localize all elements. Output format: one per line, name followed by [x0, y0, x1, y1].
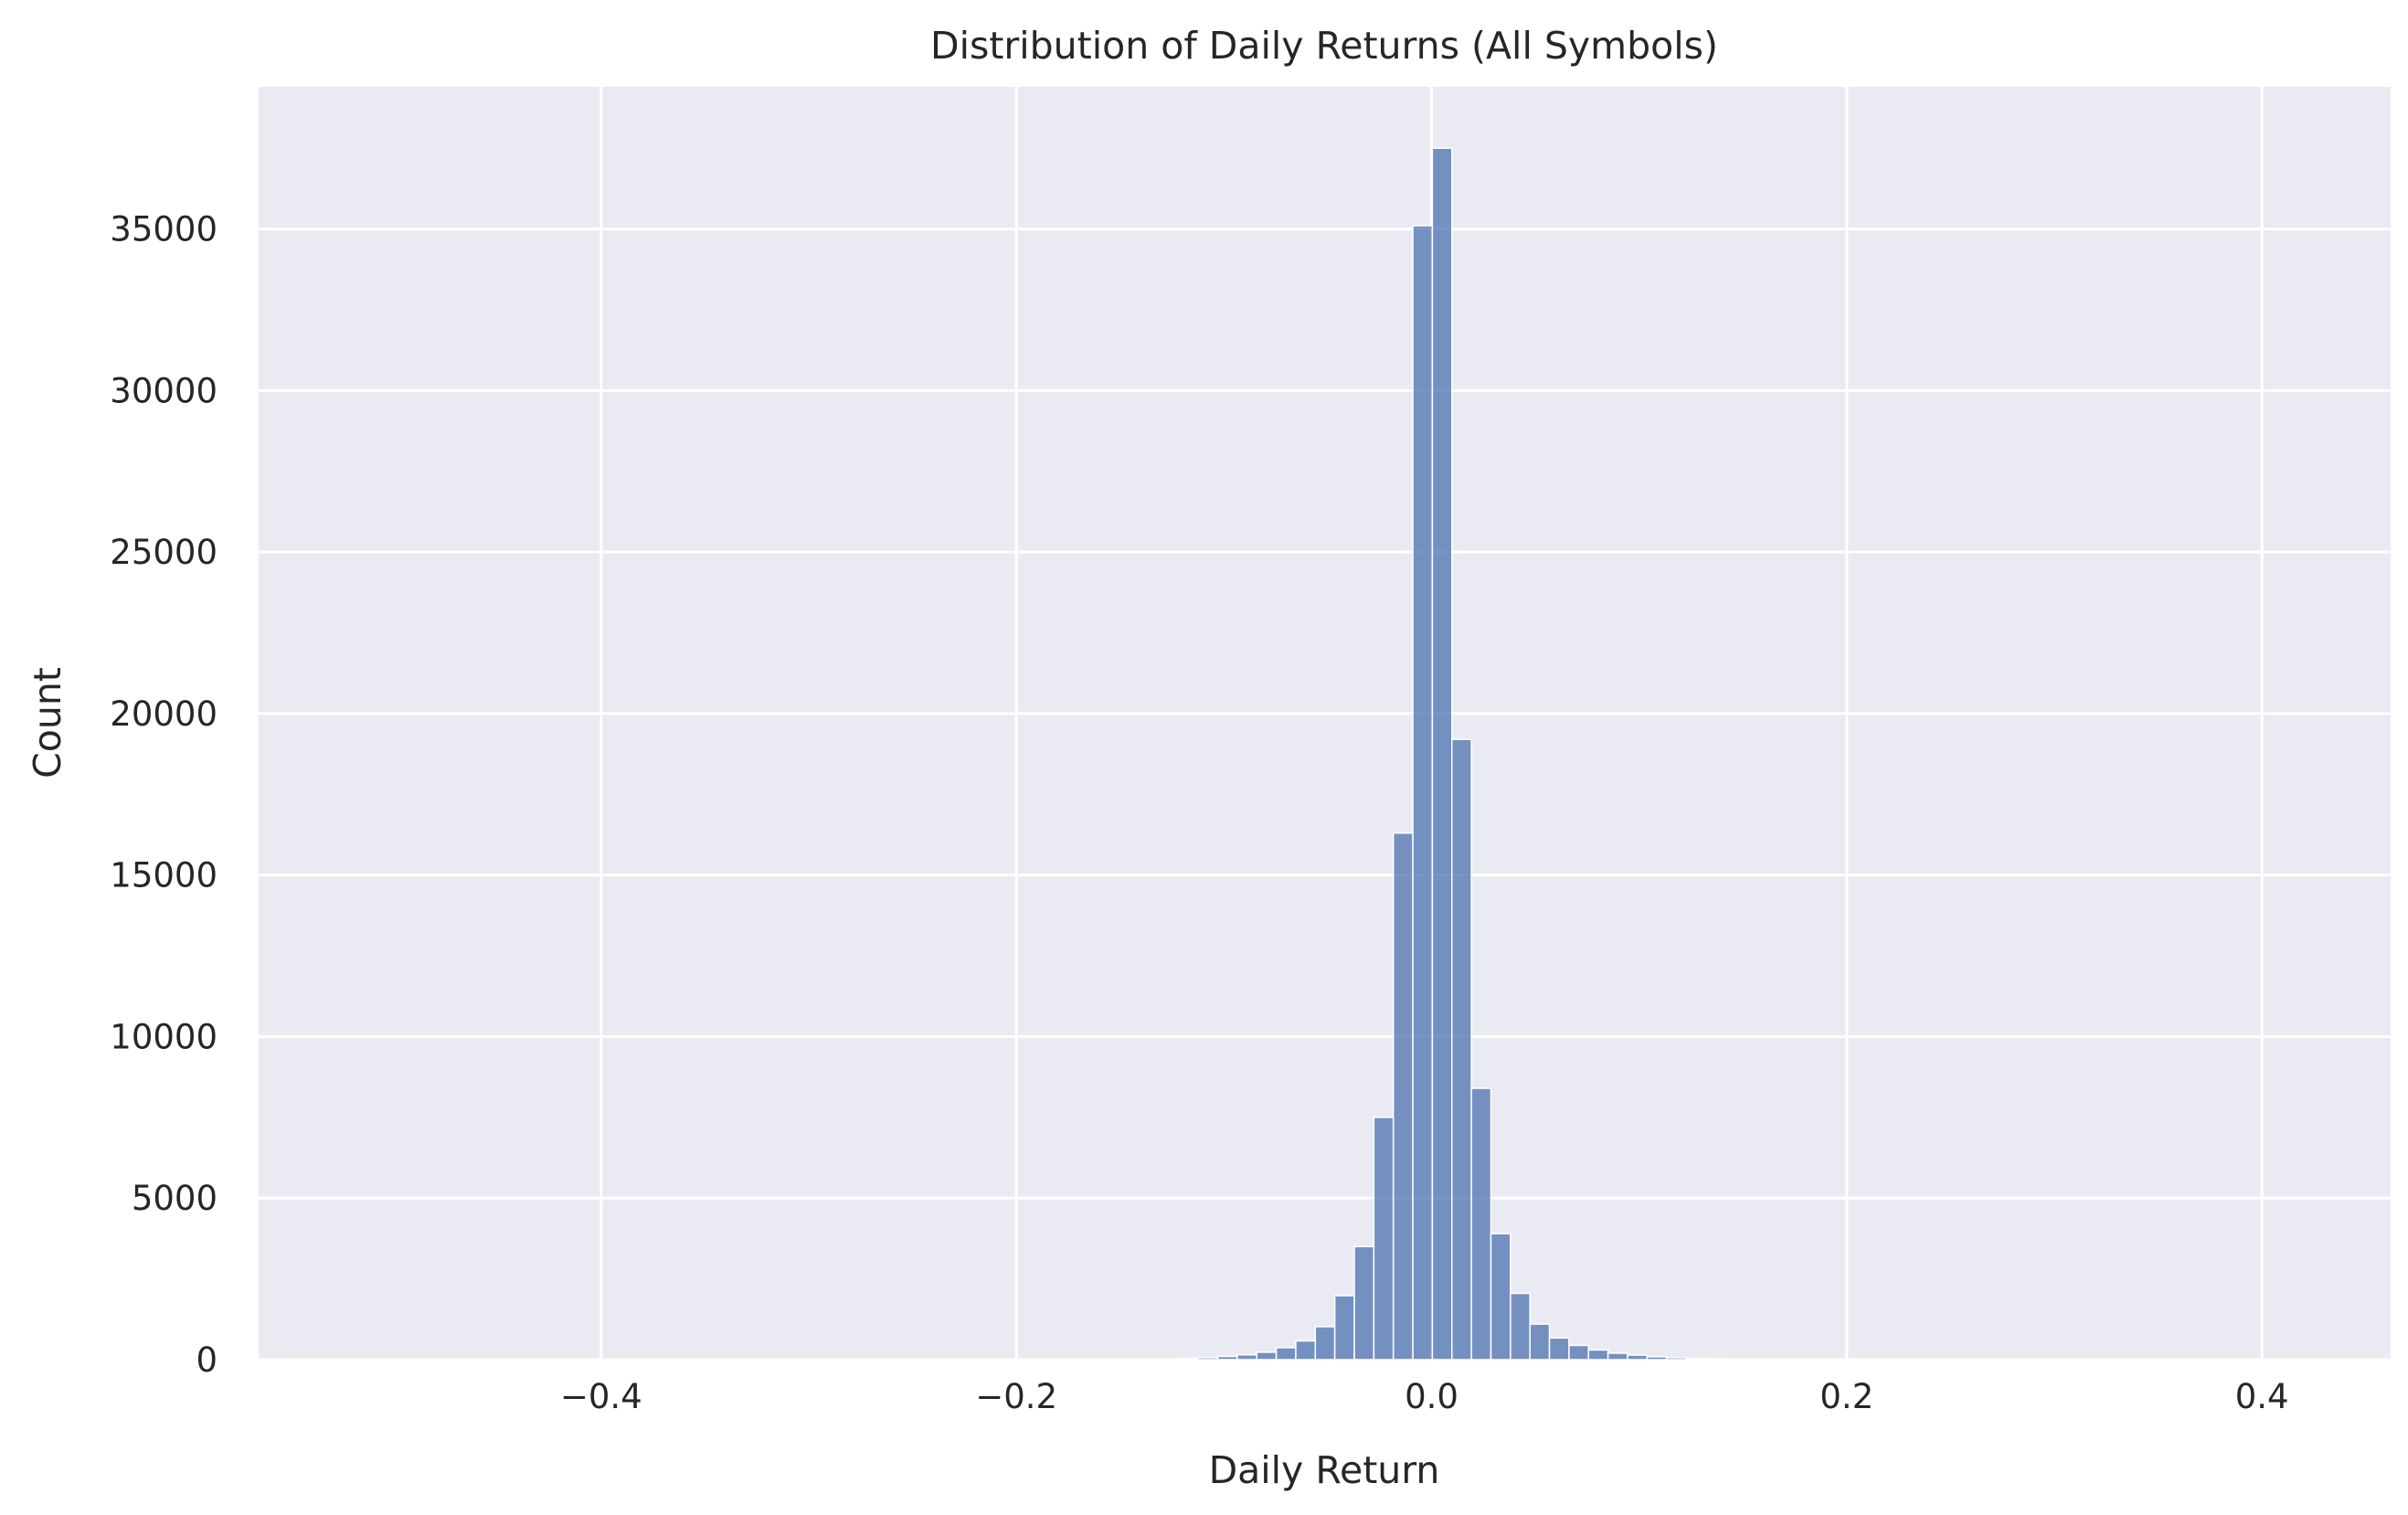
- histogram-bar: [1568, 1344, 1589, 1361]
- x-tick-label: 0.2: [1819, 1377, 1873, 1416]
- histogram-bar: [1197, 1357, 1219, 1361]
- histogram-bar: [1236, 1353, 1257, 1361]
- histogram-bar: [1295, 1340, 1317, 1361]
- histogram-bar: [1451, 738, 1472, 1361]
- histogram-bar: [1216, 1355, 1238, 1361]
- histogram-bar: [1275, 1347, 1297, 1361]
- histogram-bar: [1607, 1352, 1628, 1361]
- x-tick-labels: −0.4 −0.2 0.0 0.2 0.4: [560, 1377, 2289, 1416]
- histogram-bar: [1373, 1117, 1395, 1361]
- y-tick-label: 0: [196, 1340, 217, 1380]
- y-tick-label: 15000: [110, 856, 217, 895]
- histogram-bar: [1646, 1356, 1668, 1361]
- x-axis-label: Daily Return: [1209, 1448, 1440, 1492]
- histogram-bar: [1333, 1295, 1355, 1361]
- histogram-bar: [1529, 1323, 1551, 1361]
- histogram-bar: [1510, 1292, 1531, 1361]
- histogram-bar: [1587, 1349, 1609, 1361]
- histogram-bar: [1158, 1358, 1180, 1361]
- y-tick-label: 10000: [110, 1017, 217, 1056]
- x-tick-label: 0.0: [1405, 1377, 1459, 1416]
- histogram-bar: [1685, 1357, 1707, 1361]
- histogram-bar: [1314, 1326, 1336, 1361]
- histogram-bar: [1431, 147, 1453, 1361]
- histogram-bar: [1627, 1354, 1649, 1361]
- histogram-bar: [1665, 1357, 1687, 1361]
- histogram-bar: [1704, 1358, 1726, 1361]
- x-tick-label: −0.4: [560, 1377, 642, 1416]
- chart-title: Distribution of Daily Returns (All Symbo…: [930, 24, 1718, 68]
- histogram-bars: [1158, 147, 1726, 1361]
- y-axis-label: Count: [26, 667, 69, 779]
- histogram-bar: [1470, 1087, 1492, 1361]
- y-tick-label: 35000: [110, 210, 217, 249]
- histogram-bar: [1412, 225, 1434, 1361]
- y-tick-labels: 0 5000 10000 15000 20000 25000 30000 35000: [110, 210, 217, 1380]
- histogram-bar: [1392, 832, 1414, 1361]
- x-tick-label: −0.2: [975, 1377, 1057, 1416]
- y-tick-label: 5000: [132, 1179, 217, 1218]
- y-tick-label: 20000: [110, 694, 217, 734]
- histogram-bar: [1548, 1337, 1570, 1361]
- y-tick-label: 30000: [110, 371, 217, 410]
- histogram-bar: [1353, 1245, 1375, 1361]
- histogram-bar: [1256, 1351, 1278, 1361]
- x-tick-label: 0.4: [2235, 1377, 2289, 1416]
- plot-area: [259, 87, 2391, 1360]
- histogram-bar: [1178, 1357, 1199, 1361]
- y-tick-label: 25000: [110, 533, 217, 572]
- histogram-bar: [1490, 1233, 1512, 1361]
